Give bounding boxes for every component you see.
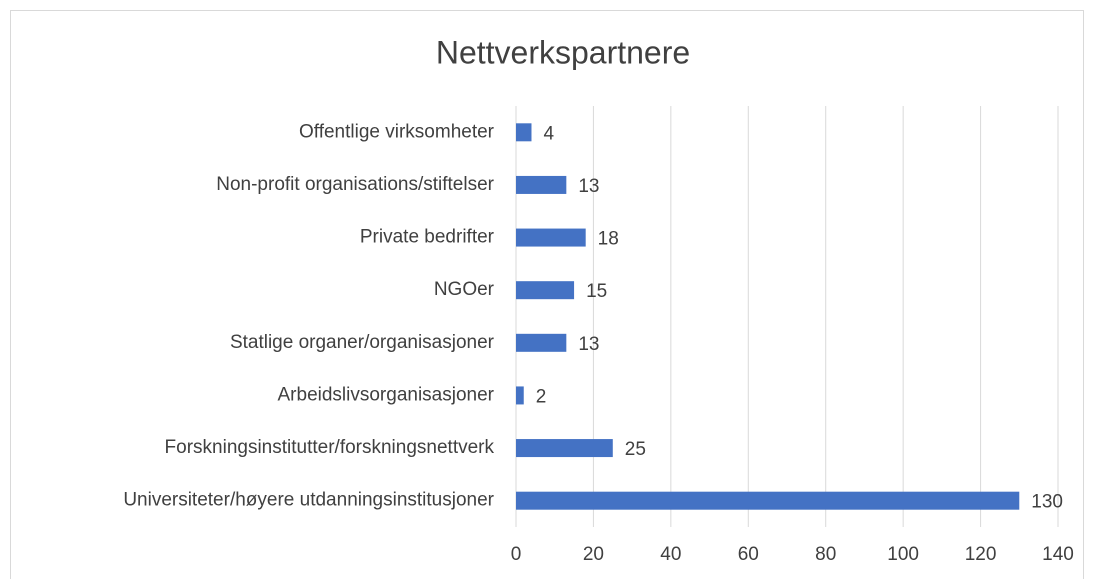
y-tick-label: Arbeidslivsorganisasjoner [278, 384, 495, 405]
data-label: 13 [578, 176, 599, 197]
bar [516, 386, 524, 405]
bar [516, 333, 567, 352]
data-label: 2 [536, 386, 547, 407]
y-tick-label: Universiteter/høyere utdanningsinstitusj… [123, 490, 494, 511]
x-tick-label: 140 [1042, 544, 1074, 565]
data-label: 25 [625, 439, 646, 460]
y-tick-label: Forskningsinstitutter/forskningsnettverk [165, 437, 495, 458]
bar [516, 228, 586, 247]
data-label: 15 [586, 281, 607, 302]
y-tick-label: NGOer [434, 279, 495, 300]
data-label: 13 [578, 334, 599, 355]
y-tick-label: Offentlige virksomheter [299, 121, 495, 142]
y-tick-label: Non-profit organisations/stiftelser [216, 174, 494, 195]
bar [516, 175, 567, 194]
chart-title: Nettverkspartnere [436, 34, 690, 70]
data-label: 130 [1031, 492, 1063, 513]
bar [516, 281, 575, 300]
x-tick-label: 60 [738, 544, 759, 565]
bar [516, 491, 1020, 510]
data-label: 4 [543, 123, 554, 144]
data-label: 18 [598, 229, 619, 250]
x-tick-label: 40 [660, 544, 681, 565]
x-tick-label: 120 [965, 544, 997, 565]
x-tick-label: 80 [815, 544, 836, 565]
bar [516, 439, 613, 458]
y-tick-label: Private bedrifter [360, 227, 495, 248]
x-tick-label: 100 [887, 544, 919, 565]
y-tick-label: Statlige organer/organisasjoner [230, 332, 495, 353]
bar [516, 123, 532, 142]
x-tick-label: 20 [583, 544, 604, 565]
x-tick-label: 0 [511, 544, 522, 565]
